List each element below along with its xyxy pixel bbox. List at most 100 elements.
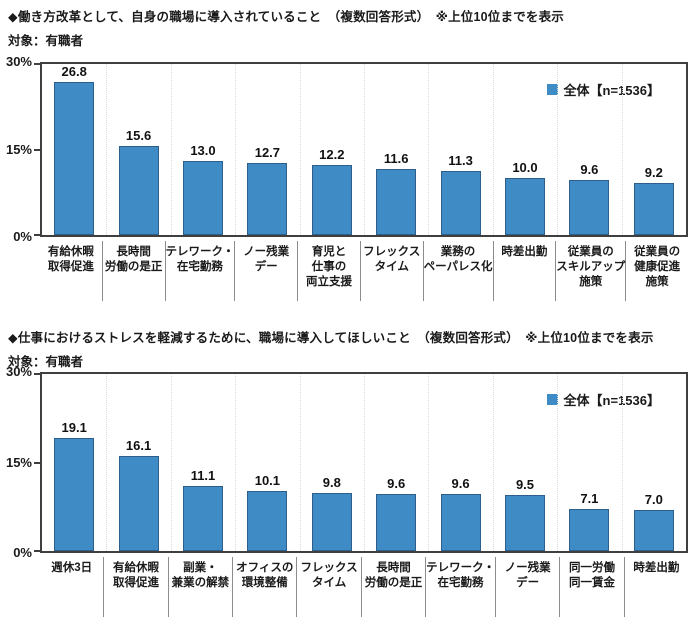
chart-subtitle: 対象：有職者 (8, 34, 84, 48)
bar-value-label: 9.6 (451, 476, 470, 492)
bar-value-label: 9.6 (387, 476, 406, 492)
gridline (364, 374, 365, 551)
bar-value-label: 7.1 (580, 491, 599, 507)
bar-value-label: 10.1 (254, 473, 281, 489)
gridline (621, 374, 623, 551)
y-tick-mark (34, 461, 40, 464)
gridline (557, 374, 559, 551)
gridline (170, 64, 172, 235)
bar (440, 170, 481, 235)
gridline (428, 64, 430, 235)
x-category-label: 従業員の 健康促進 施策 (634, 246, 681, 288)
chart-subtitle: 対象：有職者 (8, 355, 84, 369)
x-axis: 有給休暇 取得促進 長時間 労働の是正 テレワーク・ 在宅勤務 ノー残業 デー 育児と 仕事の 両立… (40, 241, 688, 301)
x-category-label: 長時間 労働の是正 (103, 241, 166, 301)
bar (118, 456, 159, 551)
x-category-label: テレワーク・ 在宅勤務 (166, 241, 236, 301)
bar-value-label: 11.3 (448, 152, 473, 168)
y-tick-label: 15% (5, 454, 32, 470)
bar (54, 82, 95, 235)
y-tick-mark (34, 234, 40, 236)
x-category-label: ノー残業 デー (496, 557, 561, 617)
bar (311, 165, 352, 235)
bar-value-label: 11.6 (383, 150, 409, 166)
bar (569, 180, 610, 235)
gridline (621, 64, 623, 235)
bar (247, 491, 288, 551)
chart-title: ◆働き方改革として、自身の職場に導入されていること （複数回答形式） ※上位10… (8, 10, 564, 24)
x-category-label: ノー残業 デー (235, 241, 299, 301)
legend: 全体【n=1536】 (546, 390, 660, 409)
bar (633, 182, 674, 235)
legend: 全体【n=1536】 (546, 80, 660, 99)
bar (569, 509, 610, 551)
bar-value-label: 15.6 (125, 128, 152, 144)
x-category-label: 時差出勤 (633, 562, 680, 574)
bar (183, 160, 223, 235)
gridline (170, 374, 172, 551)
gridline (106, 64, 108, 235)
y-tick-label: 0% (13, 545, 32, 560)
legend-label: 全体【n=1536】 (563, 393, 660, 408)
x-category-label: フレックス タイム (297, 557, 362, 617)
bar-value-label: 10.0 (512, 160, 538, 176)
bar (183, 485, 223, 551)
bar-value-label: 12.7 (254, 144, 281, 160)
gridline (106, 374, 108, 551)
y-tick-label: 30% (5, 364, 32, 379)
bar (376, 168, 417, 235)
plot-area: 全体【n=1536】 26.8 15.6 13.0 12.7 12.2 11.6 11.3 1… (34, 62, 688, 237)
bar (118, 146, 159, 235)
x-category-label: オフィスの 環境整備 (233, 557, 298, 617)
x-category-label: テレワーク・ 在宅勤務 (426, 557, 496, 617)
bar (311, 493, 352, 551)
gridline (364, 64, 365, 235)
gridline (492, 64, 494, 235)
bar-value-label: 9.8 (322, 475, 341, 491)
bar (376, 494, 417, 551)
bar-value-label: 16.1 (125, 438, 152, 454)
x-category-label: 同一労働 同一賃金 (560, 557, 625, 617)
bar-value-label: 26.8 (61, 64, 87, 80)
y-tick-mark (34, 373, 40, 375)
x-category-label: 時差出勤 (494, 241, 557, 301)
legend-label: 全体【n=1536】 (563, 83, 660, 98)
bar (440, 494, 481, 551)
x-category-label: 従業員の スキルアップ 施策 (556, 241, 627, 301)
gridline (557, 64, 559, 235)
bar (247, 162, 288, 235)
y-tick-label: 30% (5, 54, 32, 69)
y-tick-mark (34, 550, 40, 552)
y-axis: 30% 15% 0% (0, 364, 34, 560)
bar-value-label: 19.1 (61, 420, 87, 436)
bar-value-label: 13.0 (190, 142, 216, 158)
bar-value-label: 7.0 (644, 491, 663, 507)
bar-value-label: 9.2 (644, 164, 663, 180)
x-category-label: 業務の ペーパレス化 (424, 241, 494, 301)
x-category-label: 有給休暇 取得促進 (104, 557, 169, 617)
y-tick-mark (34, 63, 40, 65)
x-category-label: 育児と 仕事の 両立支援 (298, 241, 361, 301)
y-tick-label: 15% (5, 141, 32, 157)
gridline (428, 374, 430, 551)
bar-value-label: 9.5 (515, 476, 535, 492)
bar (505, 494, 545, 551)
bar-value-label: 9.6 (580, 162, 599, 178)
y-tick-mark (34, 148, 40, 151)
x-category-label: 週休3日 (40, 557, 105, 617)
bar-value-label: 12.2 (319, 147, 345, 163)
y-axis: 30% 15% 0% (0, 54, 34, 244)
plot-area: 全体【n=1536】 19.1 16.1 11.1 10.1 9.8 9.6 9.6 9.5 7… (34, 372, 688, 553)
bar (505, 178, 545, 235)
x-axis: 週休3日 有給休暇 取得促進 副業・ 兼業の解禁 オフィスの 環境整備 フレックス タイム 長時間… (40, 557, 688, 617)
bar-value-label: 11.1 (190, 467, 216, 483)
gridline (299, 64, 301, 235)
gridline (299, 374, 301, 551)
x-category-label: 有給休暇 取得促進 (40, 241, 103, 301)
legend-swatch-icon (546, 84, 558, 95)
x-category-label: 副業・ 兼業の解禁 (169, 557, 234, 617)
gridline (492, 374, 494, 551)
bar (633, 509, 674, 551)
